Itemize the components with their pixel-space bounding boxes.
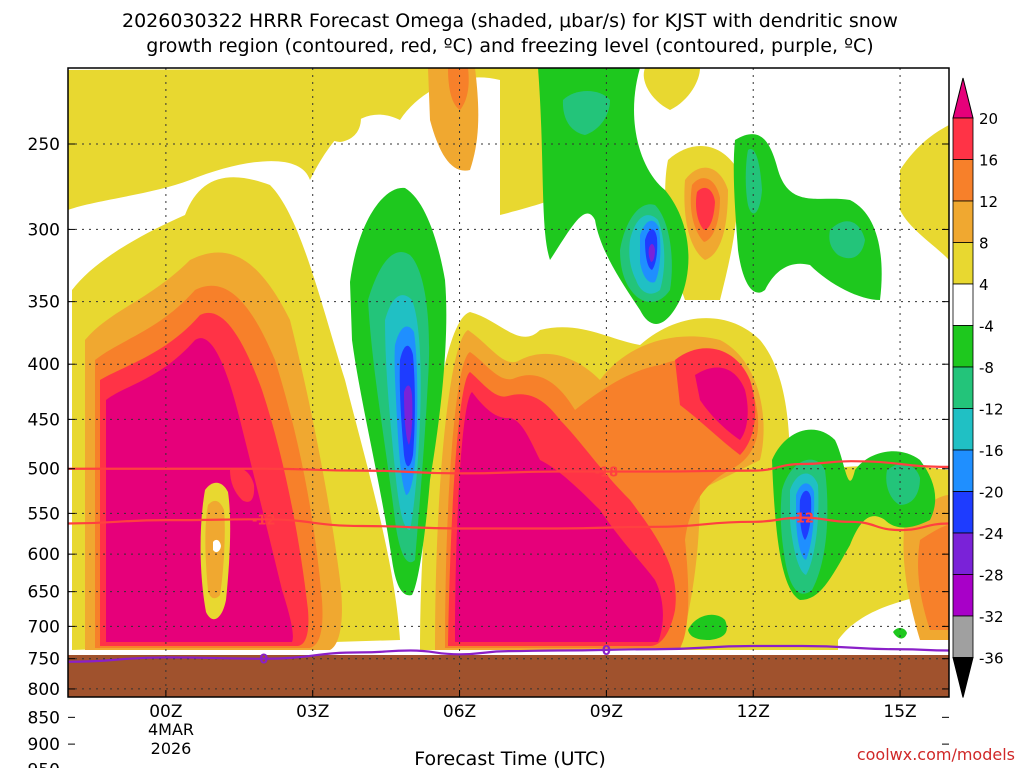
contour-label-1: -12 bbox=[252, 513, 276, 528]
colorbar-bin bbox=[952, 242, 974, 285]
chart-title-line1: 2026030322 HRRR Forecast Omega (shaded, … bbox=[122, 10, 898, 32]
y-tick-label: 700 bbox=[28, 617, 60, 637]
x-date-line2: 2026 bbox=[151, 739, 192, 758]
y-tick-label: 650 bbox=[28, 583, 60, 603]
omega-region-magenta-2 bbox=[455, 392, 663, 642]
x-axis: 00Z 03Z 06Z 09Z 12Z 15Z bbox=[149, 690, 917, 722]
omega-region-teal-4 bbox=[829, 221, 865, 259]
colorbar-label: 20 bbox=[979, 110, 998, 128]
plot-area: -18 -12 -12 0 0 bbox=[68, 68, 949, 697]
contour-label-2: 0 bbox=[602, 644, 611, 659]
contour-line-2 bbox=[68, 644, 949, 663]
colorbar-label: -32 bbox=[979, 608, 1004, 626]
contour-lines: -18 -12 -12 0 0 bbox=[68, 460, 949, 668]
y-tick-label: 450 bbox=[28, 410, 60, 430]
omega-shading bbox=[68, 68, 949, 655]
x-tick-label: 03Z bbox=[296, 702, 329, 722]
omega-region-yellow-6 bbox=[900, 125, 949, 260]
omega-region-teal-6 bbox=[886, 463, 920, 505]
omega-region-purple-core-2 bbox=[648, 244, 655, 262]
y-tick-label: 500 bbox=[28, 460, 60, 480]
contour-label-1: -12 bbox=[790, 512, 814, 527]
omega-region-embedded-red bbox=[230, 468, 255, 502]
colorbar-label: -20 bbox=[979, 484, 1004, 502]
y-tick-label: 850 bbox=[28, 708, 60, 728]
colorbar-bin bbox=[952, 117, 974, 160]
colorbar-label: 4 bbox=[979, 276, 989, 294]
x-tick-label: 12Z bbox=[737, 702, 770, 722]
colorbar-label: 8 bbox=[979, 235, 989, 253]
omega-region-teal-2 bbox=[562, 91, 610, 135]
colorbar-bin-bottom bbox=[952, 657, 974, 698]
colorbar-label: -16 bbox=[979, 442, 1004, 460]
colorbar-bin bbox=[952, 574, 974, 617]
colorbar-bin bbox=[952, 615, 974, 658]
y-tick-label: 350 bbox=[28, 293, 60, 313]
omega-region-darkblue-3 bbox=[799, 490, 812, 540]
colorbar-bin bbox=[952, 408, 974, 451]
colorbar-label: -12 bbox=[979, 401, 1004, 419]
colorbar-bin bbox=[952, 491, 974, 534]
omega-region-embedded-white bbox=[213, 539, 221, 553]
contour-line-0 bbox=[68, 460, 949, 475]
y-tick-label: 900 bbox=[28, 735, 60, 755]
colorbar-bin bbox=[952, 200, 974, 243]
y-tick-label: 250 bbox=[28, 135, 60, 155]
omega-region-magenta-1 bbox=[106, 338, 293, 642]
colorbar-bin bbox=[952, 283, 974, 326]
x-date-line1: 4MAR bbox=[148, 720, 194, 739]
y-tick-label: 950 bbox=[28, 760, 60, 768]
contour-label-2: 0 bbox=[259, 653, 268, 668]
colorbar: 20 16 12 8 4 -4 -8 -12 -16 -20 -24 -28 -32 -36 bbox=[952, 77, 1004, 698]
colorbar-label: 12 bbox=[979, 193, 998, 211]
y-axis: 250 300 350 400 450 500 550 600 650 700 750 800 850 9… bbox=[28, 135, 949, 768]
omega-region-green-3 bbox=[733, 134, 882, 300]
omega-region-magenta-3 bbox=[695, 367, 748, 440]
colorbar-bin bbox=[952, 325, 974, 368]
colorbar-bin bbox=[952, 159, 974, 202]
contour-line-1 bbox=[68, 516, 949, 532]
ground-surface bbox=[68, 655, 949, 697]
omega-region-yellow-7 bbox=[314, 105, 361, 142]
colorbar-bin bbox=[952, 532, 974, 575]
colorbar-label: -36 bbox=[979, 650, 1004, 668]
x-tick-label: 00Z bbox=[149, 702, 182, 722]
omega-region-teal-7 bbox=[745, 149, 762, 214]
omega-region-purple-core-1 bbox=[404, 385, 413, 445]
colorbar-label: -8 bbox=[979, 359, 994, 377]
credit-text: coolwx.com/models bbox=[857, 745, 1015, 764]
colorbar-label: 16 bbox=[979, 152, 998, 170]
x-tick-label: 06Z bbox=[443, 702, 476, 722]
y-tick-label: 600 bbox=[28, 545, 60, 565]
colorbar-label: -28 bbox=[979, 567, 1004, 585]
y-tick-label: 400 bbox=[28, 355, 60, 375]
colorbar-label: -24 bbox=[979, 525, 1004, 543]
y-tick-label: 300 bbox=[28, 220, 60, 240]
y-tick-label: 750 bbox=[28, 650, 60, 670]
colorbar-bin bbox=[952, 366, 974, 409]
plot-frame bbox=[67, 67, 950, 698]
omega-region-orange-3 bbox=[448, 68, 469, 110]
omega-region-green-6 bbox=[893, 627, 907, 639]
chart-title-line2: growth region (contoured, red, ºC) and f… bbox=[146, 35, 873, 57]
x-tick-label: 09Z bbox=[590, 702, 623, 722]
y-tick-label: 800 bbox=[28, 680, 60, 700]
y-tick-label: 550 bbox=[28, 504, 60, 524]
omega-region-yellow-4 bbox=[643, 68, 700, 110]
colorbar-label: -4 bbox=[979, 318, 994, 336]
omega-region-red-4 bbox=[695, 187, 715, 230]
x-axis-label: Forecast Time (UTC) bbox=[414, 748, 605, 768]
colorbar-bin bbox=[952, 449, 974, 492]
contour-label-0: -18 bbox=[595, 466, 619, 481]
omega-region-orange-5 bbox=[918, 525, 949, 630]
omega-region-green-5 bbox=[688, 614, 727, 640]
x-tick-label: 15Z bbox=[883, 702, 916, 722]
omega-region-yellow-3 bbox=[68, 68, 586, 215]
